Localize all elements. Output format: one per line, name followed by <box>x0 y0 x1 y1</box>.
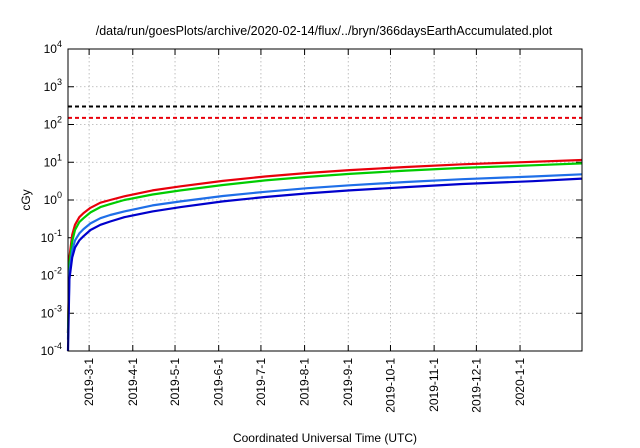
x-tick-label: 2019-10-1 <box>383 358 397 413</box>
y-tick-label: 103 <box>44 77 62 94</box>
y-tick-exponent: 2 <box>57 115 62 125</box>
x-tick-label: 2019-9-1 <box>341 358 355 406</box>
y-tick-base: 10 <box>41 306 55 320</box>
chart-title: /data/run/goesPlots/archive/2020-02-14/f… <box>96 24 553 38</box>
series-line <box>66 177 583 352</box>
y-tick-exponent: -1 <box>54 228 62 238</box>
y-tick-exponent: -2 <box>54 266 62 276</box>
x-tick-label: 2019-6-1 <box>212 358 226 406</box>
y-tick-label: 10-3 <box>41 303 62 320</box>
x-tick-label: 2019-4-1 <box>126 358 140 406</box>
y-tick-base: 10 <box>44 118 58 132</box>
reference-lines <box>68 105 582 119</box>
y-tick-base: 10 <box>41 344 55 358</box>
y-tick-label: 10-4 <box>41 341 62 358</box>
series-line <box>66 173 583 340</box>
y-tick-exponent: 3 <box>57 77 62 87</box>
y-tick-exponent: -3 <box>54 303 62 313</box>
series-line <box>66 158 583 334</box>
y-tick-exponent: 0 <box>57 190 62 200</box>
y-tick-exponent: -4 <box>54 341 62 351</box>
y-tick-label: 10-1 <box>41 228 62 245</box>
x-axis: 2019-3-1 2019-4-1 2019-5-1 2019-6-1 2019-7-1… <box>82 49 527 413</box>
series-lines <box>66 158 583 352</box>
y-tick-base: 10 <box>44 42 58 56</box>
y-tick-base: 10 <box>41 269 55 283</box>
x-tick-label: 2019-12-1 <box>469 358 483 413</box>
x-tick-label: 2019-5-1 <box>168 358 182 406</box>
y-tick-label: 104 <box>44 39 62 56</box>
x-tick-label: 2019-8-1 <box>298 358 312 406</box>
y-tick-base: 10 <box>44 80 58 94</box>
plot-frame <box>67 48 583 352</box>
x-tick-label: 2019-7-1 <box>254 358 268 406</box>
y-tick-base: 10 <box>44 193 58 207</box>
series-line <box>66 162 583 334</box>
y-tick-base: 10 <box>41 231 55 245</box>
y-axis-label: cGy <box>19 189 33 210</box>
y-tick-label: 101 <box>44 152 62 169</box>
y-tick-label: 10-2 <box>41 266 62 283</box>
x-tick-label: 2020-1-1 <box>513 358 527 406</box>
x-axis-label: Coordinated Universal Time (UTC) <box>233 431 417 445</box>
grid <box>68 48 582 352</box>
y-tick-base: 10 <box>44 155 58 169</box>
y-tick-label: 100 <box>44 190 62 207</box>
y-tick-label: 102 <box>44 115 62 132</box>
x-tick-label: 2019-3-1 <box>82 358 96 406</box>
y-tick-exponent: 1 <box>57 152 62 162</box>
y-tick-exponent: 4 <box>57 39 62 49</box>
x-tick-label: 2019-11-1 <box>427 358 441 412</box>
